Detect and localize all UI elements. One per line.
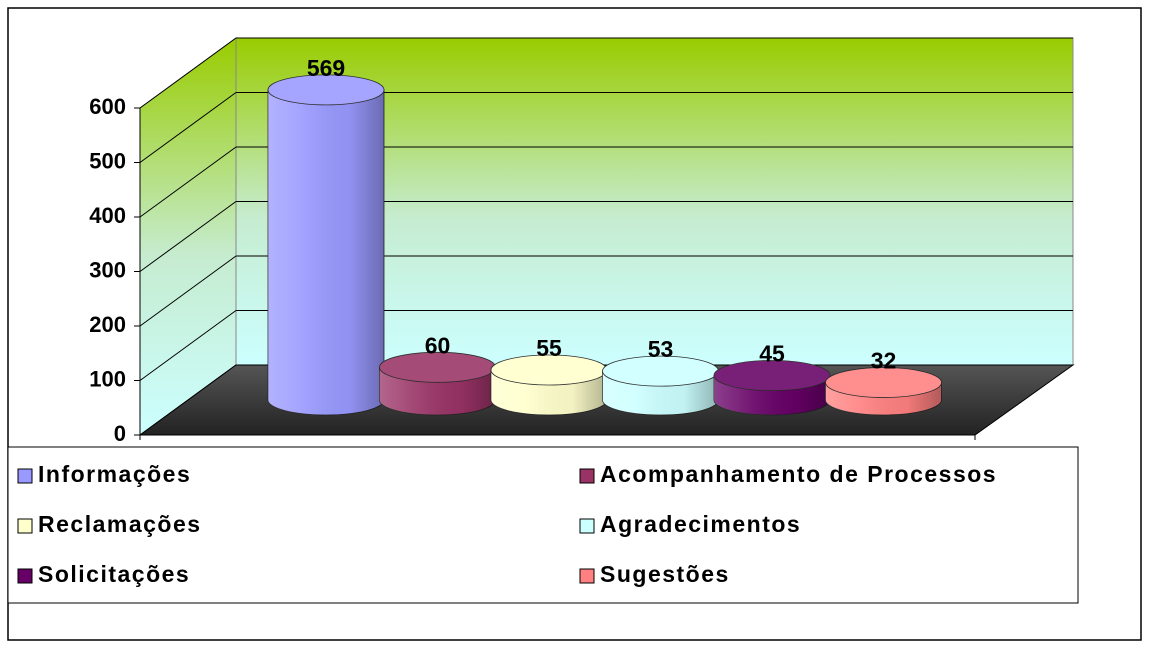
y-tick-label: 0 bbox=[114, 421, 126, 446]
legend-swatch bbox=[17, 518, 33, 534]
legend-swatch bbox=[579, 518, 595, 534]
grid-line bbox=[139, 255, 237, 327]
cylinder-top-shade bbox=[491, 355, 607, 386]
value-label: 45 bbox=[759, 341, 785, 367]
cylinder-top-shade bbox=[714, 360, 830, 391]
legend-swatch bbox=[17, 568, 33, 584]
cylinder-top bbox=[825, 367, 942, 398]
legend-label: Sugestões bbox=[600, 561, 730, 587]
legend-label: Solicitações bbox=[38, 561, 190, 587]
cylinder-shade bbox=[268, 89, 384, 415]
cylinder-top-shade bbox=[825, 367, 942, 398]
cylinder-top-shade bbox=[379, 352, 496, 383]
grid-line bbox=[139, 37, 237, 109]
value-label: 55 bbox=[536, 335, 562, 361]
grid-line bbox=[139, 92, 237, 163]
value-label: 569 bbox=[307, 55, 345, 81]
legend-swatch bbox=[579, 468, 595, 484]
y-tick-label: 100 bbox=[89, 366, 126, 391]
grid-line bbox=[139, 146, 237, 218]
y-tick-label: 300 bbox=[89, 257, 126, 282]
cylinder-top bbox=[267, 74, 385, 106]
legend-swatch bbox=[17, 468, 33, 484]
value-label: 60 bbox=[425, 332, 451, 358]
value-label: 32 bbox=[871, 348, 897, 374]
cylinder-top-shade bbox=[268, 74, 384, 105]
y-tick-label: 400 bbox=[89, 203, 126, 228]
legend-label: Informações bbox=[38, 461, 191, 487]
cylinder-top-shade bbox=[602, 356, 719, 387]
grid-line bbox=[139, 310, 237, 381]
legend-swatch bbox=[579, 568, 595, 584]
legend-label: Reclamações bbox=[38, 511, 202, 537]
y-tick-label: 200 bbox=[89, 312, 126, 337]
legend-label: Acompanhamento de Processos bbox=[600, 461, 997, 487]
y-tick-label: 600 bbox=[89, 94, 126, 119]
cylinder-top bbox=[713, 360, 831, 391]
value-label: 53 bbox=[648, 336, 674, 362]
legend-label: Agradecimentos bbox=[600, 511, 801, 537]
grid-line bbox=[139, 201, 237, 272]
legend bbox=[7, 446, 1079, 604]
y-tick-label: 500 bbox=[89, 148, 126, 173]
